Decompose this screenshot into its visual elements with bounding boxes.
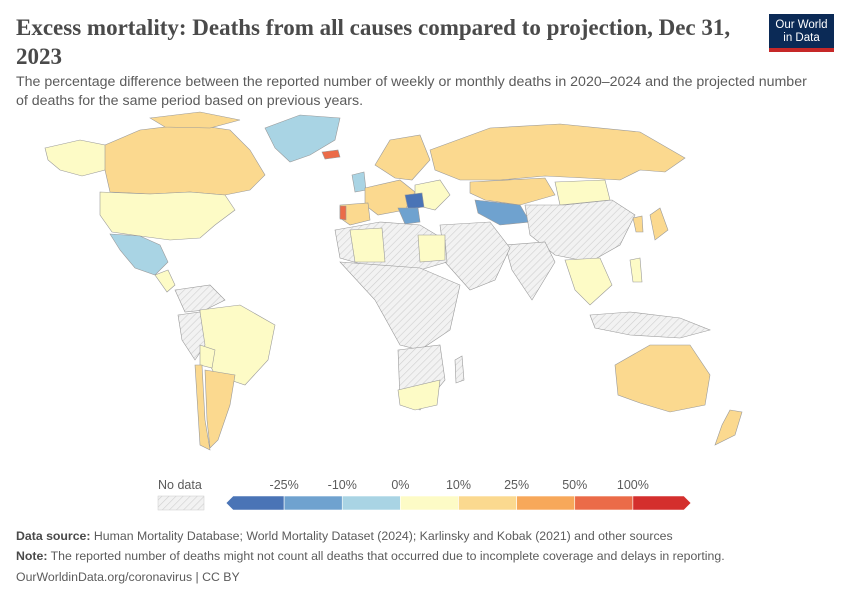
region-russia[interactable] (429, 123, 686, 181)
region-argentina[interactable] (204, 369, 236, 449)
legend-tick-label: 100% (616, 478, 649, 492)
region-algeria[interactable] (349, 227, 386, 263)
region-iceland[interactable] (321, 149, 341, 160)
legend-tick-label: -10% (327, 478, 357, 492)
logo-line-1: Our World (775, 19, 828, 31)
region-indonesia[interactable] (589, 311, 711, 339)
owid-logo[interactable]: Our World in Data (769, 14, 834, 52)
legend-no-data-label: No data (158, 478, 202, 492)
region-china[interactable] (524, 199, 636, 263)
legend-bin-3[interactable] (400, 495, 459, 511)
legend-bin-6[interactable] (574, 495, 634, 511)
region-southeast-asia[interactable] (564, 257, 613, 306)
region-new-zealand[interactable] (714, 409, 743, 446)
legend-bin-7[interactable] (632, 495, 692, 511)
region-arctic-islands[interactable] (149, 111, 241, 129)
legend-tick-label: 25% (504, 478, 530, 492)
legend-bin-5[interactable] (516, 495, 576, 511)
note-text: The reported number of deaths might not … (50, 549, 725, 563)
legend-no-data-swatch (157, 495, 205, 511)
chart-subtitle: The percentage difference between the re… (16, 74, 807, 109)
region-egypt[interactable] (417, 234, 446, 263)
region-philippines[interactable] (629, 257, 643, 283)
note-label: Note: (16, 549, 48, 563)
world-map (44, 111, 743, 451)
legend-tick-label: 10% (445, 478, 472, 492)
chart-title: Excess mortality: Deaths from all causes… (16, 15, 731, 69)
region-romania[interactable] (404, 192, 425, 210)
region-central-america[interactable] (154, 269, 176, 293)
region-chile[interactable] (194, 364, 211, 451)
region-india[interactable] (504, 241, 556, 301)
region-madagascar[interactable] (454, 355, 465, 384)
legend-bin-4[interactable] (458, 495, 517, 511)
data-source-text: Human Mortality Database; World Mortalit… (93, 529, 673, 543)
legend-tick-label: -25% (269, 478, 299, 492)
region-central-asia[interactable] (474, 199, 531, 226)
region-south-africa[interactable] (397, 379, 441, 411)
credit-link[interactable]: OurWorldinData.org/coronavirus | CC BY (16, 570, 240, 584)
note: Note: The reported number of deaths migh… (16, 549, 725, 563)
region-central-africa[interactable] (339, 261, 461, 351)
region-bolivia[interactable] (199, 344, 216, 369)
region-korea[interactable] (632, 215, 644, 233)
data-source-label: Data source: (16, 529, 91, 543)
region-scandinavia[interactable] (374, 134, 431, 181)
logo-line-2: in Data (783, 32, 820, 44)
legend-bin-1[interactable] (283, 495, 343, 511)
region-balkans[interactable] (397, 207, 421, 225)
region-portugal[interactable] (339, 205, 347, 221)
legend-tick-label: 50% (562, 478, 588, 492)
legend-bin-2[interactable] (341, 495, 401, 511)
legend-bin-0[interactable] (225, 495, 285, 511)
region-alaska[interactable] (44, 139, 111, 177)
legend-tick-label: 0% (391, 478, 410, 492)
region-japan[interactable] (649, 207, 669, 241)
region-greenland[interactable] (264, 114, 341, 163)
region-australia[interactable] (614, 344, 711, 413)
region-colombia-venezuela[interactable] (174, 284, 226, 313)
region-usa[interactable] (99, 191, 236, 241)
data-source: Data source: Human Mortality Database; W… (16, 529, 673, 543)
region-mexico[interactable] (109, 233, 169, 276)
